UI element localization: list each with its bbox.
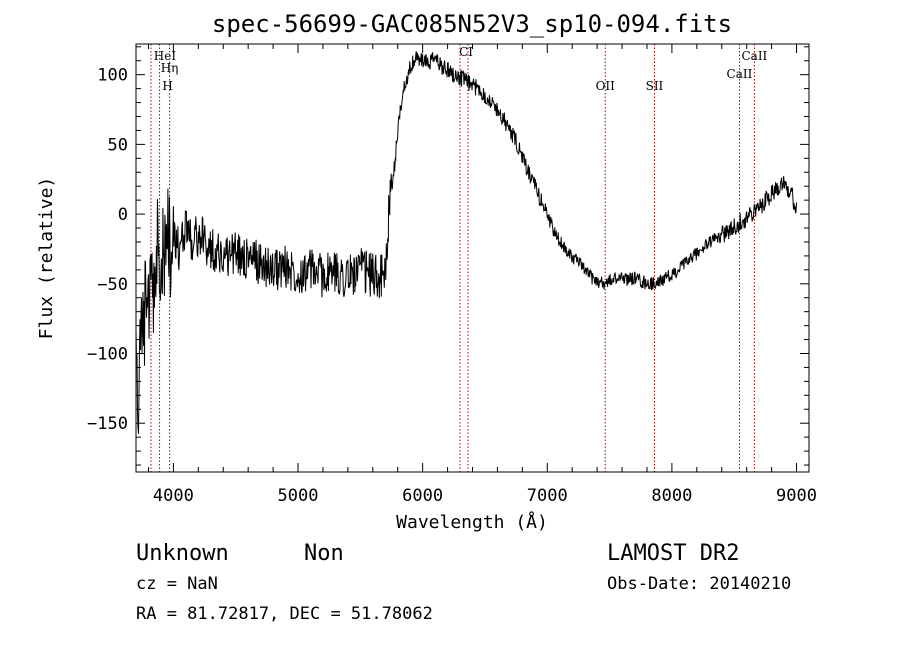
object-type: Unknown [136,541,229,566]
y-tick-label: 100 [97,66,128,86]
x-tick-label: 4000 [153,486,194,506]
chart-title: spec-56699-GAC085N52V3_sp10-094.fits [212,10,732,38]
survey-name: LAMOST DR2 [607,541,739,566]
y-tick-label: −150 [87,414,128,434]
spectrum-series-line [135,51,797,434]
y-tick-label: 50 [108,135,128,155]
obs-date: Obs-Date: 20140210 [607,574,791,594]
x-tick-label: 9000 [776,486,817,506]
x-axis-label: Wavelength (Å) [396,511,548,533]
spectral-line-label: OII [596,79,616,93]
x-tick-label: 5000 [278,486,319,506]
spectral-line-label: CaII [727,67,753,81]
x-tick-label: 8000 [651,486,692,506]
redshift-cz: cz = NaN [136,574,218,594]
x-tick-label: 7000 [527,486,568,506]
spectral-line-label: CaII [741,49,767,63]
ra-dec-coords: RA = 81.72817, DEC = 51.78062 [136,604,433,624]
y-tick-label: 0 [118,205,128,225]
spectral-line-label: Hη [161,61,179,75]
plot-frame [135,43,810,473]
y-tick-label: −50 [97,275,128,295]
object-subclass: Non [304,541,344,566]
y-tick-label: −100 [87,344,128,364]
y-axis-label: Flux (relative) [36,177,57,340]
plot-area: 4000 5000 6000 7000 8000 9000 −150 −100 −50 0 50 10… [87,44,817,506]
spectral-line-label: H [162,79,172,93]
spectral-line-label: SII [646,79,664,93]
x-tick-label: 6000 [402,486,443,506]
spectral-line-label: CI [459,45,473,59]
